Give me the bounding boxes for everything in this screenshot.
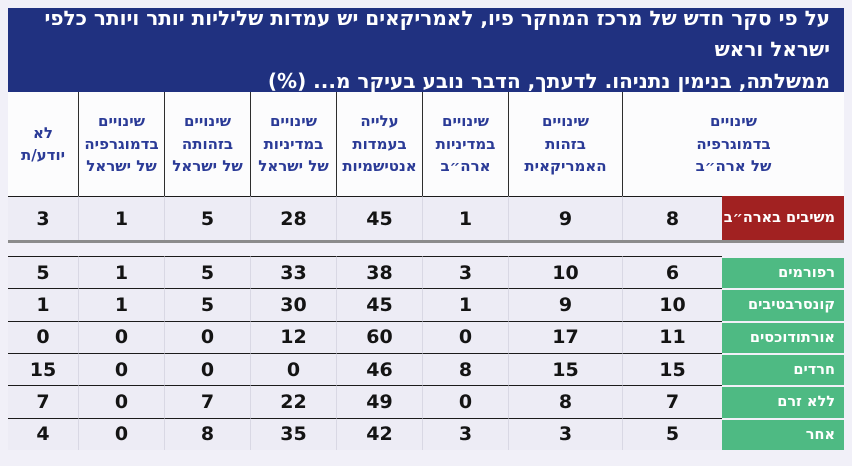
value-cell: 8 xyxy=(164,417,250,450)
banner-line-1: על פי סקר חדש של מרכז המחקר פיו, לאמריקא… xyxy=(44,5,830,62)
table-row-no-denomination: ללא זרם 7 8 0 49 22 7 0 7 xyxy=(8,385,844,418)
column-header-israel-policy: שינויים במדיניות של ישראל xyxy=(250,92,336,196)
value-cell: 60 xyxy=(336,320,422,353)
section-gap xyxy=(8,243,844,256)
row-label-other: אחר xyxy=(722,418,844,450)
table-row-conservative: קונסרבטיבים 10 9 1 45 30 5 1 1 xyxy=(8,288,844,321)
value-cell: 49 xyxy=(336,385,422,418)
value-cell: 9 xyxy=(508,196,622,240)
value-cell: 7 xyxy=(622,385,722,418)
value-cell: 42 xyxy=(336,417,422,450)
value-cell: 5 xyxy=(164,256,250,289)
value-cell: 0 xyxy=(164,320,250,353)
survey-results-table: שינויים בדמוגרפיה של ארה״ב שינויים בזהות… xyxy=(8,92,844,450)
value-cell: 0 xyxy=(164,352,250,386)
value-cell: 22 xyxy=(250,385,336,418)
value-cell: 10 xyxy=(508,256,622,289)
banner-line-2: ממשלתה, בנימין נתניהו. לדעתך, הדבר נובע … xyxy=(267,68,830,93)
value-cell: 33 xyxy=(250,256,336,289)
value-cell: 1 xyxy=(78,256,164,289)
value-cell: 9 xyxy=(508,288,622,321)
row-label-no-denomination: ללא זרם xyxy=(722,385,844,418)
value-cell: 11 xyxy=(622,320,722,353)
survey-question-banner: על פי סקר חדש של מרכז המחקר פיו, לאמריקא… xyxy=(8,6,844,93)
column-header-us-demography: שינויים בדמוגרפיה של ארה״ב xyxy=(622,92,844,196)
value-cell: 8 xyxy=(508,385,622,418)
value-cell: 15 xyxy=(8,352,78,386)
value-cell: 45 xyxy=(336,288,422,321)
value-cell: 5 xyxy=(622,417,722,450)
value-cell: 10 xyxy=(622,288,722,321)
row-label-haredim: חרדים xyxy=(722,353,844,386)
value-cell: 3 xyxy=(422,417,508,450)
value-cell: 12 xyxy=(250,320,336,353)
value-cell: 6 xyxy=(622,256,722,289)
row-label-reform: רפורמים xyxy=(722,256,844,289)
value-cell: 0 xyxy=(78,385,164,418)
column-header-israel-identity: שינויים בזהותה של ישראל xyxy=(164,92,250,196)
table-row-reform: רפורמים 6 10 3 38 33 5 1 5 xyxy=(8,256,844,289)
column-header-antisemitism: עלייה בעמדות אנטישמיות xyxy=(336,92,422,196)
value-cell: 0 xyxy=(78,417,164,450)
value-cell: 4 xyxy=(8,417,78,450)
value-cell: 1 xyxy=(422,196,508,240)
value-cell: 35 xyxy=(250,417,336,450)
value-cell: 8 xyxy=(622,196,722,240)
value-cell: 0 xyxy=(422,385,508,418)
value-cell: 30 xyxy=(250,288,336,321)
value-cell: 0 xyxy=(78,352,164,386)
column-header-american-identity: שינויים בזהות האמריקאית xyxy=(508,92,622,196)
table-row-other: אחר 5 3 3 42 35 8 0 4 xyxy=(8,417,844,450)
value-cell: 3 xyxy=(508,417,622,450)
column-header-israel-demography: שינויים בדמוגרפיה של ישראל xyxy=(78,92,164,196)
value-cell: 8 xyxy=(422,352,508,386)
value-cell: 7 xyxy=(8,385,78,418)
value-cell: 3 xyxy=(422,256,508,289)
value-cell: 45 xyxy=(336,196,422,240)
column-header-dont-know: לא יודע/ת xyxy=(20,123,66,165)
value-cell: 15 xyxy=(622,352,722,386)
value-cell: 15 xyxy=(508,352,622,386)
value-cell: 0 xyxy=(422,320,508,353)
value-cell: 1 xyxy=(8,288,78,321)
value-cell: 0 xyxy=(78,320,164,353)
row-label-us-respondents: משיבים בארה״ב xyxy=(722,196,844,240)
value-cell: 0 xyxy=(8,320,78,353)
value-cell: 5 xyxy=(164,196,250,240)
value-cell: 1 xyxy=(422,288,508,321)
value-cell: 3 xyxy=(8,196,78,240)
infographic-page: { "banner": { "line1": "על פי סקר חדש של… xyxy=(0,6,852,466)
column-header-us-policy: שינויים במדיניות ארה״ב xyxy=(422,92,508,196)
value-cell: 7 xyxy=(164,385,250,418)
value-cell: 0 xyxy=(250,352,336,386)
table-row-us-respondents: משיבים בארה״ב 8 9 1 45 28 5 1 3 xyxy=(8,196,844,243)
value-cell: 28 xyxy=(250,196,336,240)
value-cell: 5 xyxy=(8,256,78,289)
value-cell: 1 xyxy=(78,288,164,321)
row-label-orthodox: אורתודוכסים xyxy=(722,321,844,353)
value-cell: 1 xyxy=(78,196,164,240)
table-header-row: שינויים בדמוגרפיה של ארה״ב שינויים בזהות… xyxy=(8,92,844,196)
table-row-orthodox: אורתודוכסים 11 17 0 60 12 0 0 0 xyxy=(8,320,844,353)
row-label-conservative: קונסרבטיבים xyxy=(722,288,844,321)
table-row-haredim: חרדים 15 15 8 46 0 0 0 15 xyxy=(8,352,844,386)
value-cell: 38 xyxy=(336,256,422,289)
value-cell: 17 xyxy=(508,320,622,353)
value-cell: 5 xyxy=(164,288,250,321)
value-cell: 46 xyxy=(336,352,422,386)
